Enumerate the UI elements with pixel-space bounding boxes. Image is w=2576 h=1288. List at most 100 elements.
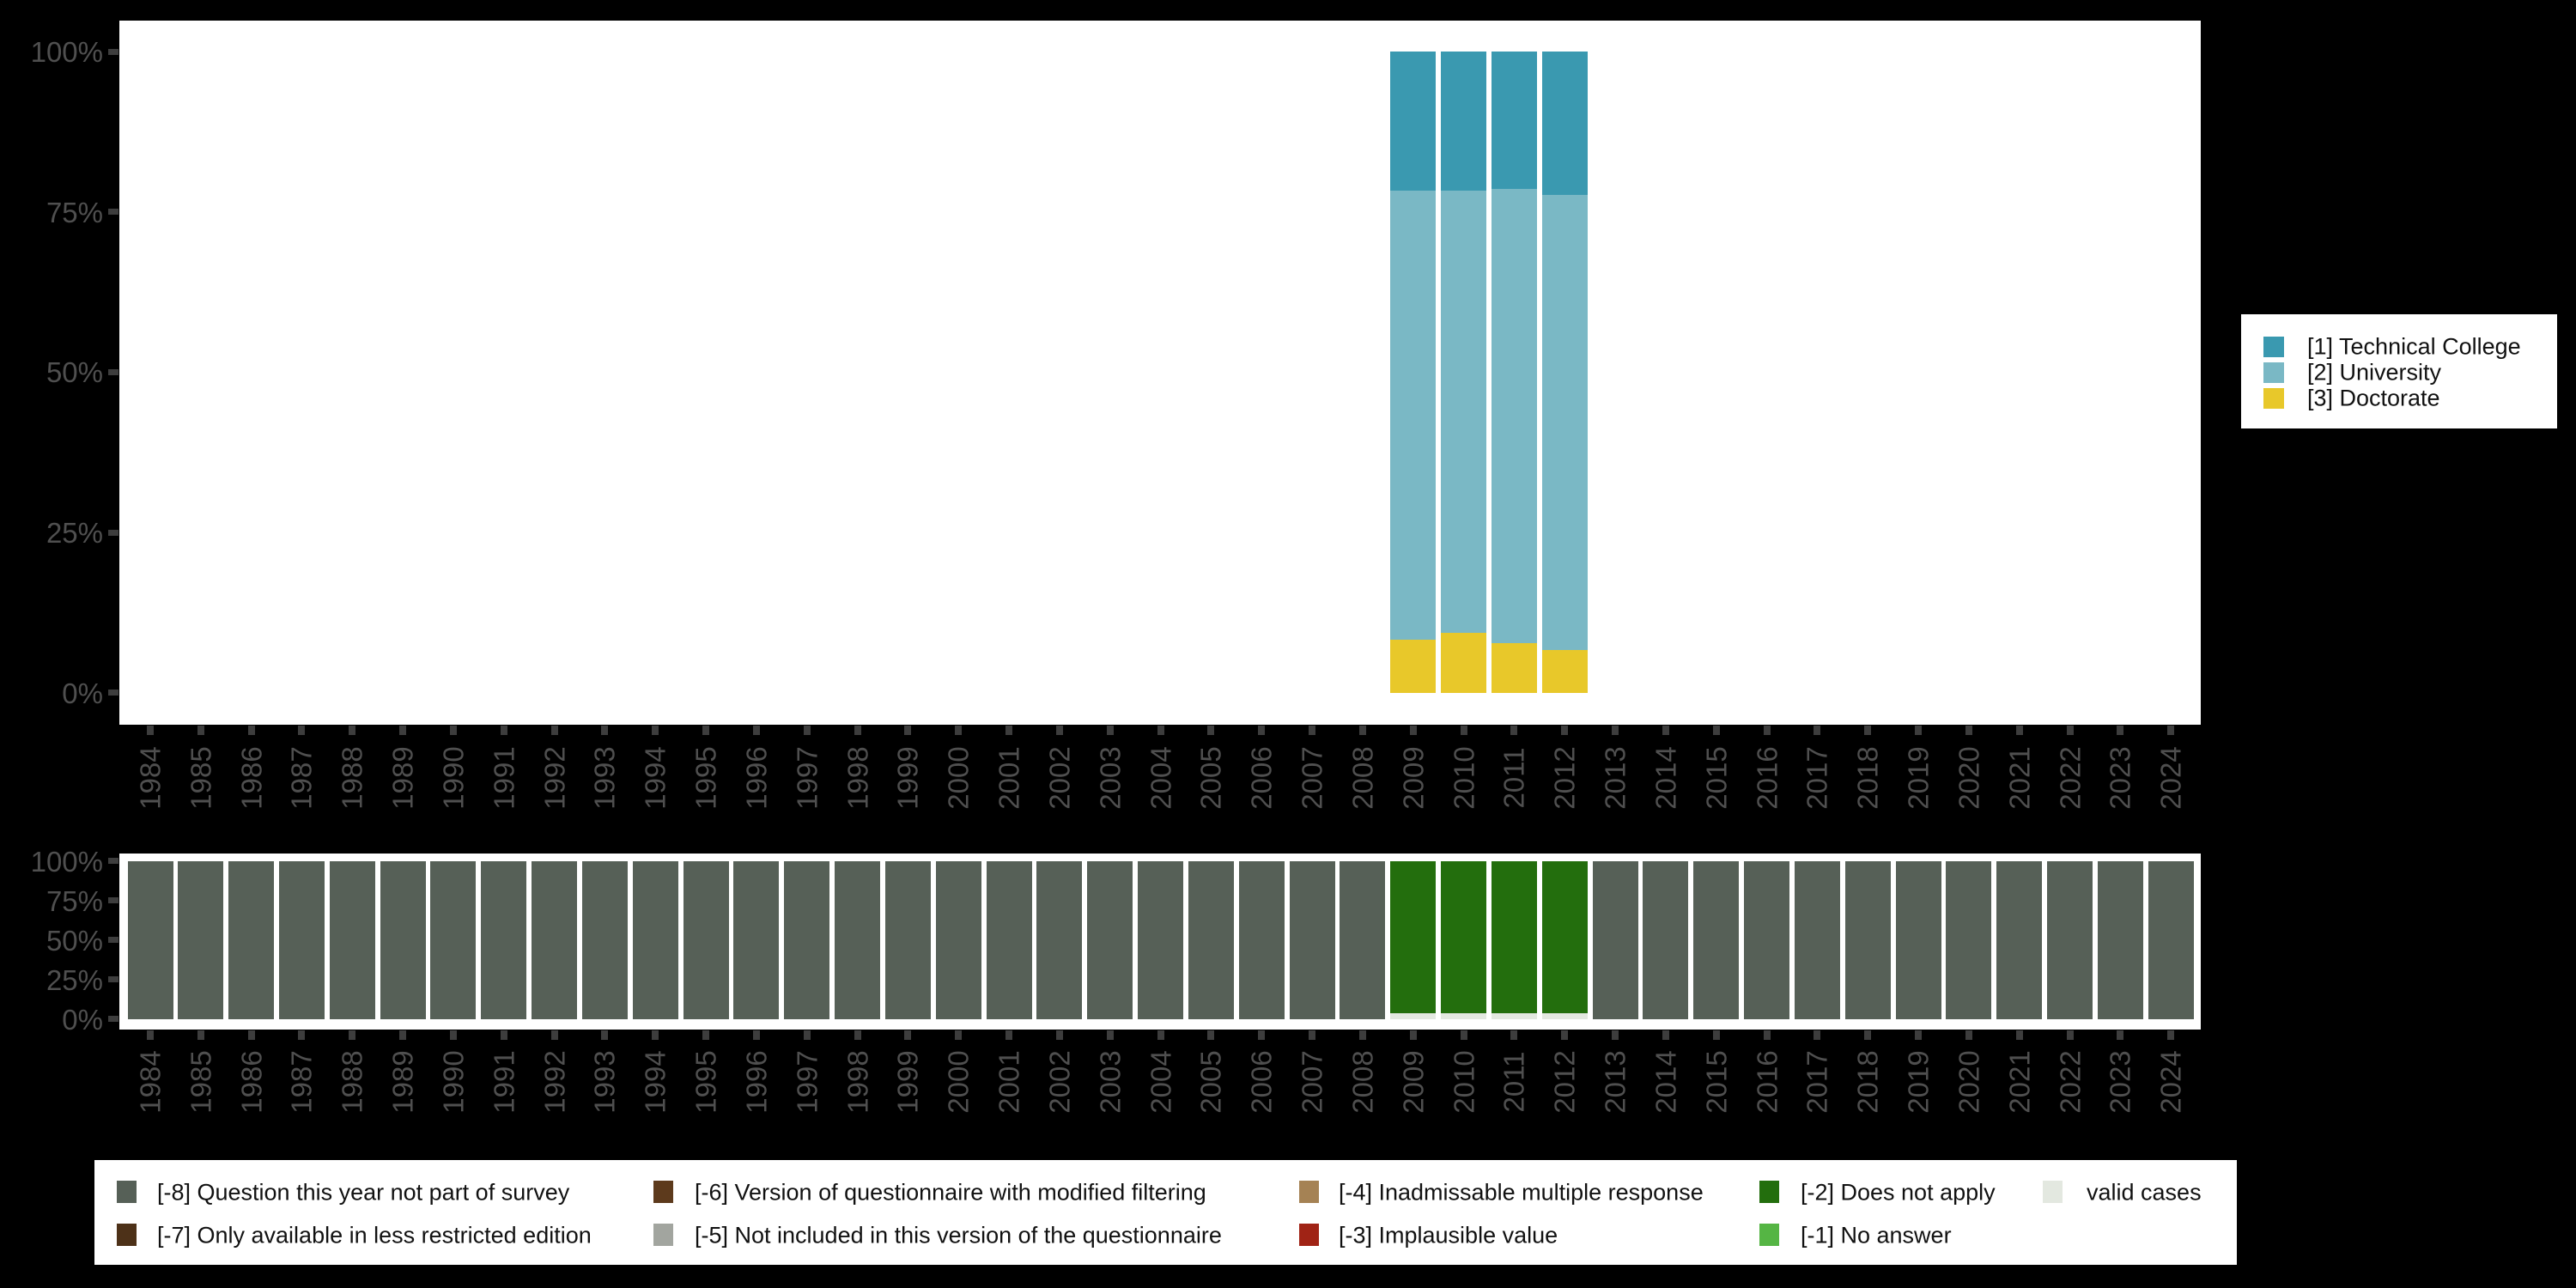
x-axis-year-label: 2011 xyxy=(1498,747,1530,809)
bar-segment-2009 xyxy=(1390,640,1437,693)
y-axis-tick xyxy=(108,209,118,216)
missing-values-legend xyxy=(94,1160,2237,1265)
bar-segment-2005 xyxy=(1188,860,1234,1019)
x-axis-year-label: 2010 xyxy=(1448,1050,1480,1114)
y-axis-tick xyxy=(108,937,118,944)
x-axis-year-label: 2002 xyxy=(1043,746,1076,810)
x-axis-year-label: 2003 xyxy=(1094,1050,1127,1114)
x-axis-year-label: 2013 xyxy=(1599,1050,1631,1114)
x-axis-tick xyxy=(1309,1030,1316,1040)
x-axis-year-label: 2002 xyxy=(1043,1050,1076,1114)
bar-segment-1995 xyxy=(683,860,729,1019)
x-axis-tick xyxy=(1510,1030,1518,1040)
x-axis-tick xyxy=(1915,726,1923,735)
x-axis-year-label: 1990 xyxy=(437,746,470,810)
x-axis-year-label: 1997 xyxy=(791,1050,823,1114)
bar-segment-2022 xyxy=(2047,860,2093,1019)
x-axis-tick xyxy=(1106,726,1114,735)
bar-segment-1999 xyxy=(884,860,931,1019)
x-axis-tick xyxy=(449,1030,457,1040)
x-axis-year-label: 2024 xyxy=(2154,1050,2187,1114)
x-axis-year-label: 2018 xyxy=(1851,1050,1884,1114)
x-axis-year-label: 1994 xyxy=(639,1050,671,1114)
legend-swatch xyxy=(117,1224,137,1246)
x-axis-tick xyxy=(702,726,710,735)
y-axis-tick xyxy=(108,368,118,375)
x-axis-year-label: 2014 xyxy=(1649,746,1682,810)
bar-segment-2021 xyxy=(1996,860,2043,1019)
bar-segment-2008 xyxy=(1340,860,1386,1019)
bar-segment-2009 xyxy=(1390,52,1437,191)
bar-segment-2011 xyxy=(1491,643,1537,693)
x-axis-tick xyxy=(197,726,204,735)
y-axis-tick xyxy=(108,690,118,696)
x-axis-year-label: 2022 xyxy=(2054,746,2087,810)
x-axis-tick xyxy=(2066,726,2074,735)
x-axis-tick xyxy=(1309,726,1316,735)
bar-segment-2014 xyxy=(1643,860,1689,1019)
bar-segment-1992 xyxy=(532,860,578,1019)
x-axis-tick xyxy=(1712,726,1720,735)
y-axis-label: 25% xyxy=(46,963,103,996)
x-axis-year-label: 2011 xyxy=(1498,1051,1530,1113)
x-axis-tick xyxy=(1915,1030,1923,1040)
x-axis-tick xyxy=(147,726,154,735)
x-axis-tick xyxy=(550,1030,558,1040)
x-axis-tick xyxy=(1157,726,1164,735)
x-axis-year-label: 1993 xyxy=(588,746,621,810)
bar-segment-1991 xyxy=(481,860,527,1019)
y-axis-tick xyxy=(108,897,118,904)
x-axis-year-label: 2021 xyxy=(2003,746,2036,810)
bar-segment-2010 xyxy=(1441,191,1487,633)
x-axis-year-label: 1998 xyxy=(841,1050,874,1114)
legend-label: [3] Doctorate xyxy=(2307,385,2440,411)
x-axis-tick xyxy=(1561,1030,1569,1040)
x-axis-tick xyxy=(1258,726,1266,735)
legend-label: [-7] Only available in less restricted e… xyxy=(157,1222,592,1249)
x-axis-year-label: 2008 xyxy=(1346,746,1379,810)
x-axis-tick xyxy=(601,1030,609,1040)
x-axis-year-label: 1984 xyxy=(134,746,167,810)
x-axis-year-label: 2020 xyxy=(1953,746,1985,810)
x-axis-year-label: 1992 xyxy=(538,1050,571,1114)
x-axis-tick xyxy=(1055,726,1063,735)
x-axis-tick xyxy=(1662,726,1669,735)
legend-label: [-5] Not included in this version of the… xyxy=(695,1222,1222,1249)
bar-segment-2011 xyxy=(1491,860,1537,1014)
bar-segment-1996 xyxy=(733,860,780,1019)
x-axis-tick xyxy=(500,726,507,735)
x-axis-tick xyxy=(803,726,811,735)
bar-segment-1994 xyxy=(632,860,678,1019)
legend-swatch xyxy=(2263,388,2284,409)
x-axis-year-label: 1988 xyxy=(336,1050,368,1114)
x-axis-year-label: 1998 xyxy=(841,746,874,810)
x-axis-year-label: 2007 xyxy=(1296,1050,1328,1114)
x-axis-year-label: 1985 xyxy=(185,746,217,810)
x-axis-tick xyxy=(550,726,558,735)
bar-segment-1989 xyxy=(380,860,426,1019)
x-axis-tick xyxy=(2167,1030,2175,1040)
x-axis-tick xyxy=(1409,1030,1417,1040)
x-axis-tick xyxy=(500,1030,507,1040)
x-axis-year-label: 2017 xyxy=(1801,1050,1833,1114)
x-axis-tick xyxy=(1712,1030,1720,1040)
x-axis-year-label: 1999 xyxy=(891,1050,924,1114)
bar-segment-2012 xyxy=(1541,649,1588,693)
x-axis-year-label: 2015 xyxy=(1700,1050,1733,1114)
y-axis-label: 100% xyxy=(30,36,103,68)
y-axis-tick xyxy=(108,858,118,865)
x-axis-tick xyxy=(2015,726,2023,735)
x-axis-tick xyxy=(1157,1030,1164,1040)
x-axis-year-label: 1989 xyxy=(386,1050,419,1114)
x-axis-tick xyxy=(1814,1030,1821,1040)
x-axis-year-label: 1986 xyxy=(235,746,268,810)
x-axis-year-label: 2016 xyxy=(1751,1050,1783,1114)
y-axis-tick xyxy=(108,976,118,983)
x-axis-tick xyxy=(1005,726,1013,735)
x-axis-tick xyxy=(247,726,255,735)
x-axis-year-label: 1993 xyxy=(588,1050,621,1114)
distribution-legend xyxy=(2241,314,2557,428)
x-axis-tick xyxy=(854,1030,861,1040)
x-axis-year-label: 2019 xyxy=(1902,746,1935,810)
